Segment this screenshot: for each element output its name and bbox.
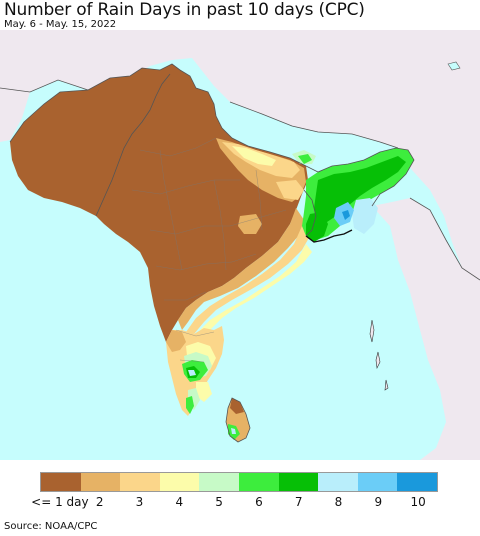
- coast-edge-bengal: [305, 229, 353, 243]
- legend-label: 3: [135, 495, 144, 509]
- legend-label: 6: [255, 495, 263, 509]
- lake: [447, 61, 461, 71]
- region-4-tip: [196, 382, 212, 402]
- region-6-tip: [186, 396, 194, 414]
- legend-label: 7: [294, 495, 303, 509]
- region-4-east: [200, 244, 312, 334]
- legend-swatch: [41, 473, 81, 491]
- legend-swatch: [318, 473, 358, 491]
- legend-swatch: [159, 473, 200, 491]
- region-2-south: [166, 330, 186, 352]
- nodata-land-southeast: [372, 198, 480, 460]
- legend-swatch: [357, 473, 398, 491]
- nodata-land-north: [0, 30, 480, 280]
- region-2-east: [178, 208, 304, 330]
- region-2-central: [238, 214, 262, 234]
- nodata-land-west: [0, 88, 30, 142]
- andaman-islands: [369, 319, 389, 391]
- legend-swatch: [120, 473, 160, 491]
- source-credit: Source: NOAA/CPC: [4, 521, 98, 532]
- legend-label: 4: [175, 495, 184, 509]
- region-7-bengal: [306, 212, 328, 242]
- legend-label: 5: [215, 495, 223, 509]
- region-6-ne-patch: [298, 154, 312, 164]
- legend-labels: <= 1 day 2 3 4 5 6 7 8 9 10: [0, 495, 480, 511]
- legend-swatch: [278, 473, 319, 491]
- date-range: May. 6 - May. 15, 2022: [4, 19, 117, 30]
- page-title: Number of Rain Days in past 10 days (CPC…: [4, 0, 365, 20]
- region-3-central: [276, 180, 304, 200]
- region-4-north: [232, 146, 276, 166]
- region-3-east: [186, 226, 310, 334]
- rain-days-map: [0, 30, 480, 460]
- sri-lanka-le1: [230, 398, 244, 414]
- region-10-ne: [342, 210, 350, 220]
- legend-swatch: [397, 473, 437, 491]
- region-7-ne: [314, 156, 406, 224]
- country-borders: [0, 63, 480, 443]
- legend-label: 8: [334, 495, 343, 509]
- legend-label: 9: [374, 495, 383, 509]
- legend-label: 10: [410, 495, 426, 509]
- legend-label: <= 1 day: [31, 495, 89, 509]
- region-le1: [10, 64, 308, 342]
- region-8-south: [188, 370, 196, 376]
- state-borders: [131, 137, 287, 363]
- legend-colorbar: [40, 472, 438, 492]
- region-8-ne: [352, 198, 378, 234]
- legend-label: 2: [95, 495, 104, 509]
- legend-swatch: [238, 473, 279, 491]
- legend-swatch: [80, 473, 121, 491]
- sri-lanka-8: [231, 428, 236, 434]
- legend-swatch: [199, 473, 239, 491]
